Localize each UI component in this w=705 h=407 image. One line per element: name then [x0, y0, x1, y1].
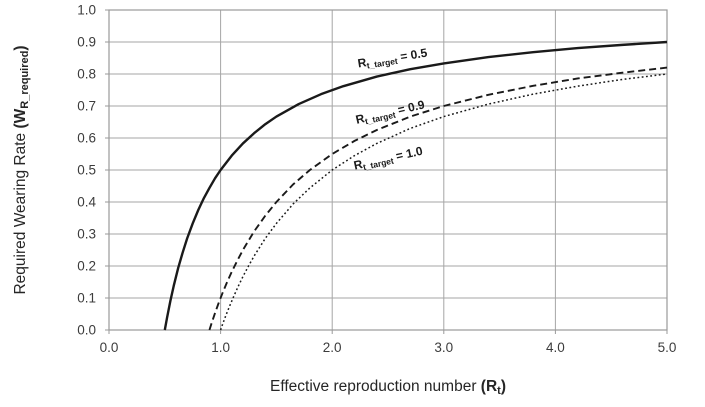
y-axis-title: Required Wearing Rate (WR_required)	[12, 45, 31, 294]
x-tick-label: 1.0	[211, 340, 230, 355]
curve-dashed	[208, 66, 668, 331]
y-tick-label: 0.6	[77, 131, 96, 146]
y-tick-label: 0.2	[77, 259, 96, 274]
curve-label: Rt_target = 0.5	[357, 46, 429, 72]
x-axis-symbol-subscript: t	[497, 385, 501, 397]
curve-label: Rt_target = 0.9	[354, 97, 426, 128]
y-axis-title-text: Required Wearing Rate	[12, 129, 29, 295]
y-tick-label: 0.4	[77, 195, 96, 210]
curve-label-value: = 0.5	[396, 46, 428, 65]
y-tick-label: 0.5	[77, 163, 96, 178]
axis-tick-marks	[105, 9, 668, 334]
x-tick-label: 3.0	[434, 340, 453, 355]
curve-dotted	[219, 73, 668, 331]
y-tick-label: 0.7	[77, 99, 96, 114]
x-axis-title-text: Effective reproduction number	[270, 378, 481, 395]
x-tick-label: 2.0	[323, 340, 342, 355]
curve-label-subscript: t_target	[366, 56, 399, 71]
x-tick-labels: 0.0 1.0 2.0 3.0 4.0 5.0	[100, 340, 677, 355]
x-axis-symbol: (R	[481, 378, 497, 395]
y-tick-label: 0.3	[77, 227, 96, 242]
y-axis-symbol: (W	[12, 108, 29, 128]
x-tick-label: 5.0	[658, 340, 677, 355]
y-tick-label: 0.8	[77, 67, 96, 82]
curve-label-value: = 1.0	[391, 144, 424, 164]
x-tick-label: 4.0	[546, 340, 565, 355]
y-axis-symbol-subscript: R_required	[19, 51, 31, 109]
curve-label-symbol: R	[354, 111, 366, 127]
y-tick-label: 0.9	[77, 35, 96, 50]
y-axis-close-paren: )	[12, 45, 29, 50]
curve-label-symbol: R	[352, 157, 364, 173]
y-tick-label: 0.1	[77, 291, 96, 306]
curve-labels: Rt_target = 0.5Rt_target = 0.9Rt_target …	[352, 46, 429, 174]
x-axis-close-paren: )	[501, 378, 506, 395]
y-tick-label: 1.0	[77, 3, 96, 18]
y-tick-labels: 0.0 0.1 0.2 0.3 0.4 0.5 0.6 0.7 0.8 0.9 1.0	[77, 3, 96, 338]
curve-solid	[163, 40, 668, 331]
curve-label: Rt_target = 1.0	[352, 144, 424, 174]
plot-border	[108, 9, 668, 331]
curve-label-symbol: R	[357, 55, 368, 70]
curve-label-value: = 0.9	[393, 97, 426, 118]
x-tick-label: 0.0	[100, 340, 119, 355]
y-tick-label: 0.0	[77, 323, 96, 338]
x-axis-title: Effective reproduction number (Rt)	[270, 378, 506, 397]
data-curves	[163, 40, 668, 331]
